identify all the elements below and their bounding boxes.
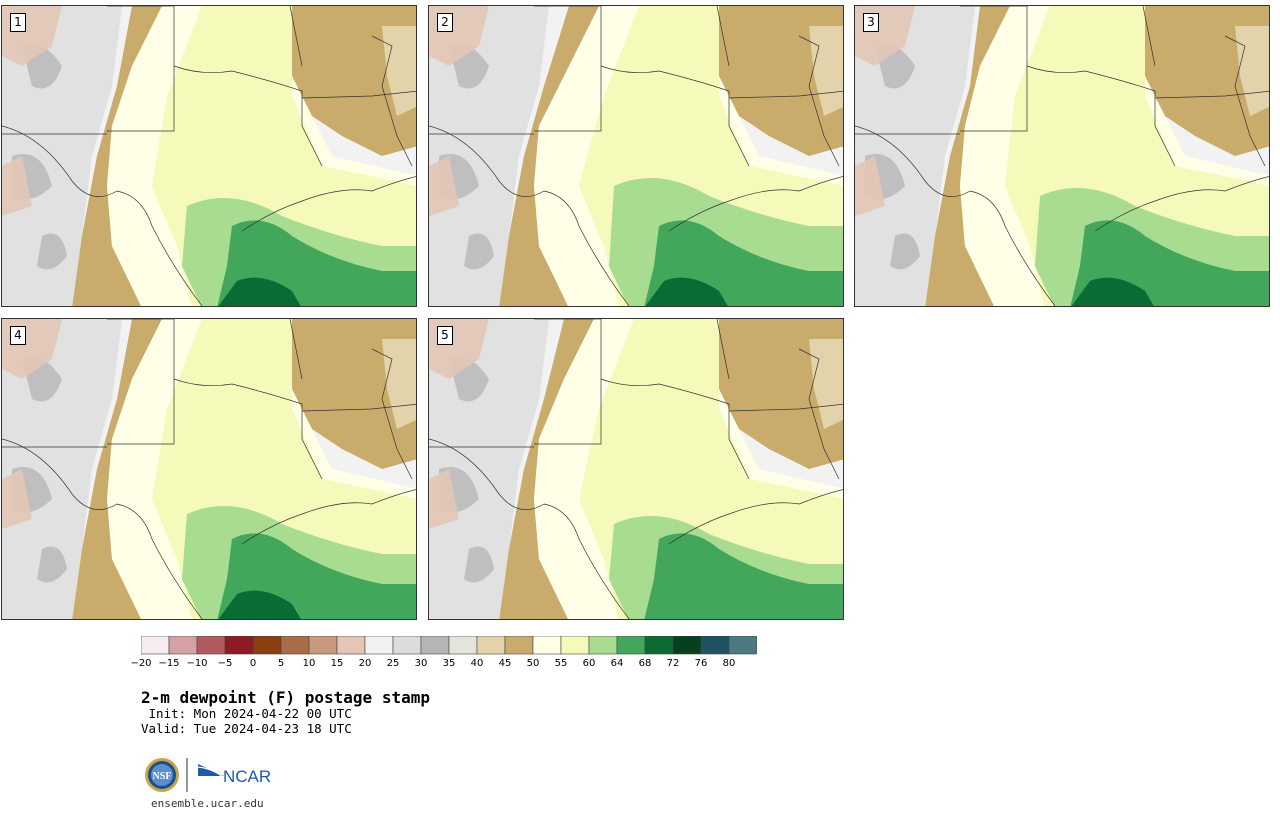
colorbar-tick-label: 30 <box>414 658 428 669</box>
stamp-label: 2 <box>437 13 453 32</box>
dewpoint-field <box>429 319 843 619</box>
nsf-logo-text: NSF <box>153 771 172 782</box>
colorbar-swatch <box>364 636 394 655</box>
colorbar-tick-label: 80 <box>722 658 736 669</box>
colorbar-tick-label: 68 <box>638 658 652 669</box>
colorbar-swatch <box>672 636 702 655</box>
colorbar-tick-label: 72 <box>666 658 680 669</box>
colorbar-swatch <box>532 636 562 655</box>
colorbar-tick-label: 45 <box>498 658 512 669</box>
website-url: ensemble.ucar.edu <box>151 797 264 810</box>
colorbar-tick-label: 10 <box>302 658 316 669</box>
colorbar-swatch <box>616 636 646 655</box>
colorbar-tick-label: 50 <box>526 658 540 669</box>
stamp-label: 4 <box>10 326 26 345</box>
colorbar-swatch <box>280 636 310 655</box>
stamp-label: 3 <box>863 13 879 32</box>
colorbar-swatch <box>504 636 534 655</box>
colorbar-tick-label: −5 <box>217 658 233 669</box>
colorbar-swatch <box>196 636 226 655</box>
colorbar-swatch <box>224 636 254 655</box>
colorbar-swatch <box>420 636 450 655</box>
colorbar-swatch <box>588 636 618 655</box>
colorbar-swatch <box>476 636 506 655</box>
colorbar-tick-label: 20 <box>358 658 372 669</box>
colorbar-swatch <box>700 636 730 655</box>
stamp-panel-3: 3 <box>854 5 1270 307</box>
ncar-logo-icon: NCAR <box>197 764 271 786</box>
colorbar-tick-label: 35 <box>442 658 456 669</box>
stamp-label: 5 <box>437 326 453 345</box>
colorbar-swatch <box>448 636 478 655</box>
colorbar-tick-label: −20 <box>130 658 152 669</box>
colorbar-tick-label: 15 <box>330 658 344 669</box>
dewpoint-field <box>855 6 1269 306</box>
logos: NSF NCAR <box>144 756 274 794</box>
colorbar-tick-label: 0 <box>249 658 257 669</box>
colorbar-swatch <box>308 636 338 655</box>
dewpoint-field <box>429 6 843 306</box>
colorbar-swatch <box>728 636 757 655</box>
stamp-panel-2: 2 <box>428 5 844 307</box>
colorbar-swatch <box>560 636 590 655</box>
init-time: Init: Mon 2024-04-22 00 UTC <box>141 706 352 721</box>
colorbar-tick-label: 76 <box>694 658 708 669</box>
colorbar-tick-label: 60 <box>582 658 596 669</box>
stamp-label: 1 <box>10 13 26 32</box>
colorbar-swatch <box>644 636 674 655</box>
stamp-panel-5: 5 <box>428 318 844 620</box>
colorbar-swatch <box>252 636 282 655</box>
colorbar-tick-label: −15 <box>158 658 180 669</box>
chart-title: 2-m dewpoint (F) postage stamp <box>141 688 430 707</box>
ncar-logo-text: NCAR <box>223 767 271 786</box>
valid-time: Valid: Tue 2024-04-23 18 UTC <box>141 721 352 736</box>
dewpoint-field <box>2 319 416 619</box>
colorbar-swatch <box>168 636 198 655</box>
colorbar-swatch <box>392 636 422 655</box>
colorbar-tick-label: 25 <box>386 658 400 669</box>
colorbar-swatch <box>141 636 170 655</box>
stamp-panel-4: 4 <box>1 318 417 620</box>
nsf-logo-icon: NSF <box>145 758 179 792</box>
stamp-panel-1: 1 <box>1 5 417 307</box>
colorbar <box>141 636 757 655</box>
colorbar-tick-label: 5 <box>277 658 285 669</box>
colorbar-tick-label: 55 <box>554 658 568 669</box>
colorbar-ticks: −20 −15 −10 −5 0 5 10 15 20 25 30 35 40 45 50 55 60 64 68 7… <box>0 0 1280 669</box>
colorbar-tick-label: −10 <box>186 658 208 669</box>
colorbar-swatch <box>336 636 366 655</box>
colorbar-tick-label: 64 <box>610 658 624 669</box>
dewpoint-field <box>2 6 416 306</box>
colorbar-tick-label: 40 <box>470 658 484 669</box>
